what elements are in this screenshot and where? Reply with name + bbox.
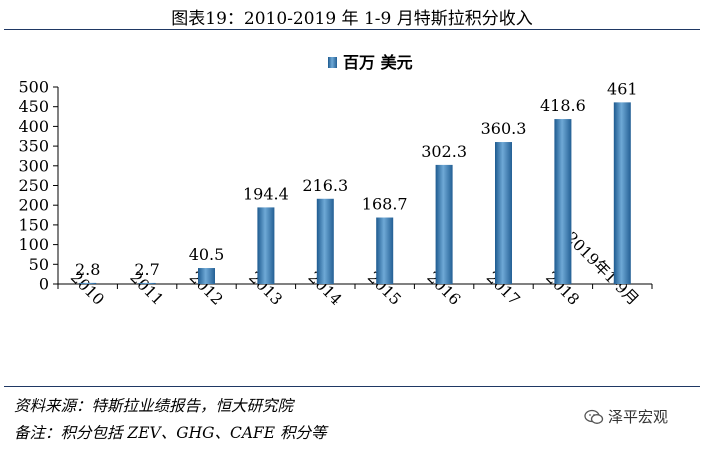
legend-swatch (328, 57, 337, 68)
chart-title: 图表19：2010-2019 年 1-9 月特斯拉积分收入 (171, 9, 533, 29)
y-tick-label: 300 (18, 156, 49, 175)
bar (435, 164, 453, 284)
bar-value-label: 461 (607, 79, 638, 98)
brand-label: 泽平宏观 (607, 408, 668, 426)
bar-value-label: 194.4 (243, 184, 289, 203)
bar (79, 282, 97, 284)
brand-watermark: 泽平宏观 (584, 406, 668, 427)
bar-value-label: 360.3 (481, 119, 527, 138)
bar-value-label: 216.3 (302, 176, 348, 195)
y-tick-label: 0 (39, 275, 49, 294)
bar (376, 217, 394, 284)
bar-value-label: 168.7 (362, 195, 408, 214)
y-tick-label: 400 (18, 117, 49, 136)
bar (316, 198, 334, 284)
bar-series (79, 102, 631, 285)
bar-value-label: 418.6 (540, 96, 586, 115)
y-tick-label: 350 (18, 137, 49, 156)
bar (138, 282, 156, 284)
bar-value-label: 2.7 (134, 260, 159, 279)
y-tick-label: 50 (29, 255, 49, 274)
y-tick-label: 150 (18, 215, 49, 234)
bar-value-label: 2.8 (75, 260, 100, 279)
bar (495, 142, 512, 284)
y-tick-label: 250 (18, 176, 49, 195)
bar (198, 268, 215, 284)
y-tick-label: 500 (18, 78, 49, 97)
bar (613, 102, 631, 284)
y-tick-label: 100 (18, 235, 49, 254)
top-rule (4, 29, 700, 30)
bar (257, 207, 275, 284)
legend-label: 百万 美元 (343, 53, 413, 72)
bottom-rule (4, 386, 700, 387)
chart-legend: 百万 美元 (328, 53, 413, 72)
y-tick-label: 200 (18, 196, 49, 215)
bar (554, 119, 572, 285)
bar-value-label: 302.3 (421, 142, 467, 161)
remark-note: 备注：积分包括 ZEV、GHG、CAFE 积分等 (14, 424, 327, 442)
bar-value-label: 40.5 (189, 245, 225, 264)
wechat-icon (584, 409, 604, 424)
source-note: 资料来源：特斯拉业绩报告，恒大研究院 (14, 397, 294, 415)
y-tick-label: 450 (18, 97, 49, 116)
data-labels: 2.8 2.7 40.5 194.4 216.3 168.7 302.3 360.3 418.6… (75, 79, 638, 279)
